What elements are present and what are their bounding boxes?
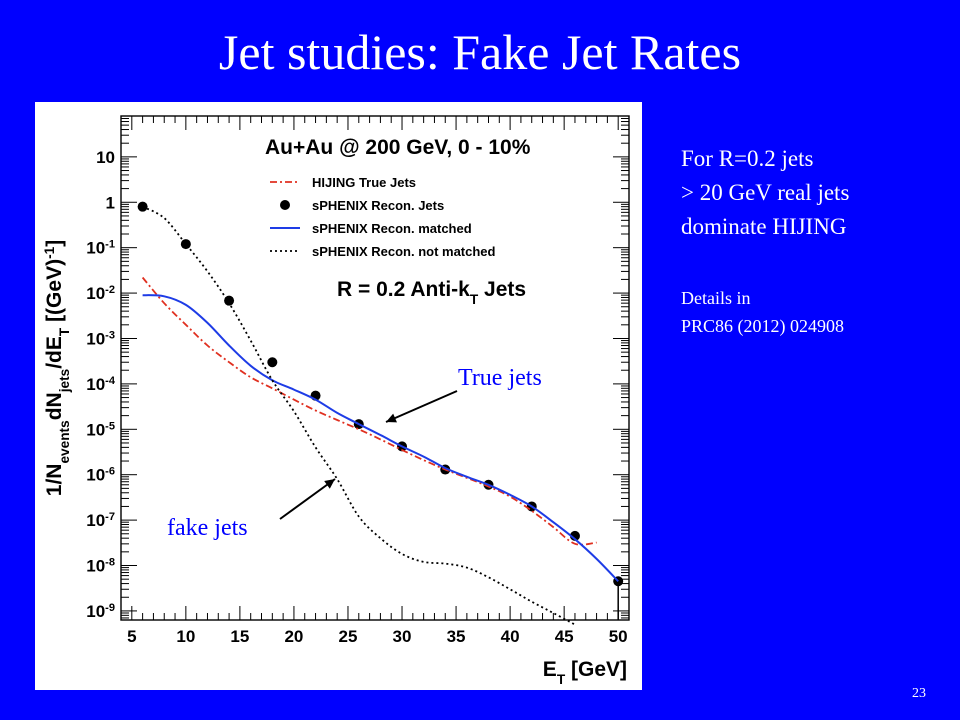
series-line: [141, 276, 597, 546]
x-tick-label: 20: [284, 627, 303, 646]
chart-title: Au+Au @ 200 GeV, 0 - 10%: [265, 136, 531, 159]
data-point: [224, 295, 235, 306]
x-tick-label: 40: [501, 627, 520, 646]
y-tick-label: 10-8: [86, 557, 115, 576]
side-notes: For R=0.2 jets > 20 GeV real jets domina…: [681, 142, 849, 244]
side-note-line: For R=0.2 jets: [681, 146, 814, 171]
annotation-true-jets: True jets: [458, 365, 542, 392]
side-note-line: > 20 GeV real jets: [681, 180, 850, 205]
true-jets-arrow-head: [386, 413, 397, 423]
details-line: PRC86 (2012) 024908: [681, 316, 845, 336]
chart-svg: 5 10 15 20 25 30 35 40 45 50 10 1 10-1 10-2 10-3 10-4 10…: [42, 115, 630, 687]
legend-label: sPHENIX Recon. Jets: [312, 198, 444, 213]
x-tick-label: 10: [176, 627, 195, 646]
x-tick-label: 25: [339, 627, 358, 646]
side-note-line: dominate HIJING: [681, 214, 847, 239]
slide-title: Jet studies: Fake Jet Rates: [218, 24, 742, 80]
y-tick-label: 10-9: [86, 602, 115, 621]
x-tick-label: 45: [555, 627, 574, 646]
series-group: [137, 201, 624, 620]
y-tick-label: 10-7: [86, 511, 115, 530]
legend-label: sPHENIX Recon. matched: [312, 221, 472, 236]
page-number: 23: [912, 686, 926, 701]
legend-label: sPHENIX Recon. not matched: [312, 244, 496, 259]
y-tick-label: 10-3: [86, 329, 115, 348]
y-tick-label: 1: [106, 193, 115, 212]
chart-panel: 5 10 15 20 25 30 35 40 45 50 10 1 10-1 10-2 10-3 10-4 10…: [35, 102, 642, 690]
details-reference: Details in PRC86 (2012) 024908: [681, 284, 844, 340]
y-axis-label: 1/NeventsdNjets/dET [(GeV)-1]: [42, 240, 72, 496]
series-line: [142, 205, 576, 626]
fake-jets-arrow: [279, 478, 336, 520]
data-point: [267, 357, 278, 368]
y-tick-label: 10-2: [86, 284, 115, 303]
y-tick-label: 10-6: [86, 466, 115, 485]
annotation-fake-jets: fake jets: [167, 515, 248, 542]
legend-label: HIJING True Jets: [312, 175, 416, 190]
y-tick-label: 10-4: [86, 375, 116, 394]
y-tick-label: 10-5: [86, 420, 115, 439]
y-tick-label: 10: [96, 148, 115, 167]
details-line: Details in: [681, 288, 751, 308]
x-axis-label: ET [GeV]: [543, 658, 627, 687]
chart-subtitle: R = 0.2 Anti-kT Jets: [337, 278, 526, 307]
x-tick-label: 35: [447, 627, 466, 646]
y-tick-label: 10-1: [86, 239, 115, 258]
data-point: [180, 239, 191, 250]
legend-marker: [280, 200, 290, 210]
true-jets-arrow: [385, 390, 458, 423]
fake-jets-arrow-head: [324, 479, 335, 489]
x-tick-label: 5: [127, 627, 136, 646]
x-tick-label: 15: [230, 627, 249, 646]
x-tick-label: 50: [609, 627, 628, 646]
x-tick-label: 30: [393, 627, 412, 646]
plot-frame: [120, 115, 630, 621]
series-line: [142, 294, 619, 582]
